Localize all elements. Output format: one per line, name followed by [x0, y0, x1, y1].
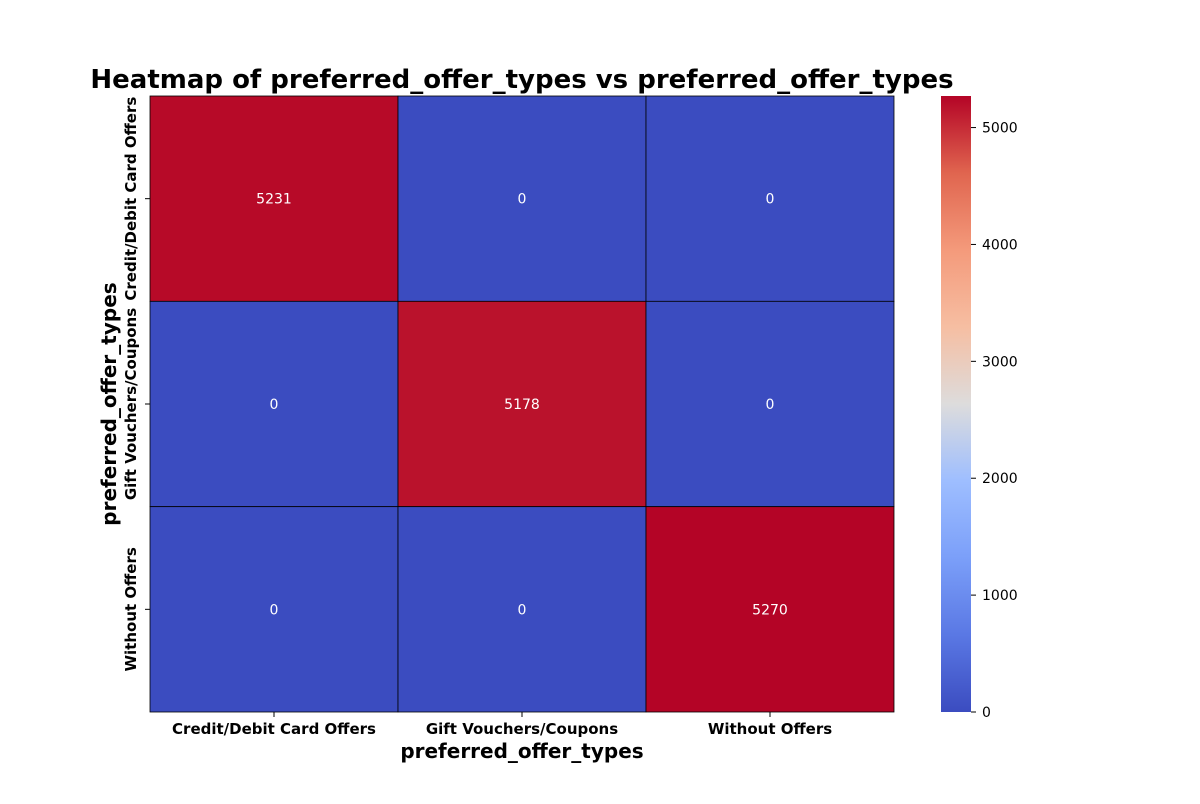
x-tick-label: Gift Vouchers/Coupons	[426, 720, 618, 738]
cell-value-label: 0	[270, 602, 279, 618]
x-tick-label: Credit/Debit Card Offers	[172, 720, 376, 738]
y-axis-ticks: Credit/Debit Card Offers Gift Vouchers/Co…	[122, 97, 150, 671]
cell-value-label: 0	[270, 397, 279, 413]
cell-value-label: 0	[518, 602, 527, 618]
colorbar-tick-label: 5000	[982, 121, 1018, 137]
colorbar-tick-label: 1000	[982, 588, 1018, 604]
y-tick-label: Gift Vouchers/Coupons	[122, 308, 140, 500]
heatmap-cell	[397, 95, 647, 302]
cell-value-label: 5231	[256, 192, 292, 208]
heatmap-cell	[645, 300, 895, 508]
y-tick-label: Without Offers	[122, 547, 140, 671]
cell-annotations: 5231 0 0 0 5178 0 0 0 5270	[256, 192, 788, 619]
heatmap-cell	[149, 506, 399, 713]
y-axis-label: preferred_offer_types	[97, 282, 121, 525]
colorbar	[941, 96, 971, 712]
heatmap-cell	[645, 95, 895, 302]
cell-value-label: 5270	[752, 602, 788, 618]
y-tick-label: Credit/Debit Card Offers	[122, 97, 140, 301]
cell-value-label: 0	[518, 192, 527, 208]
chart-title: Heatmap of preferred_offer_types vs pref…	[90, 65, 953, 95]
cell-value-label: 0	[766, 192, 775, 208]
colorbar-tick-label: 3000	[982, 354, 1018, 370]
colorbar-tick-label: 4000	[982, 237, 1018, 253]
heatmap-cell	[149, 300, 399, 508]
heatmap-cells	[149, 95, 895, 713]
x-axis-label: preferred_offer_types	[400, 739, 643, 763]
heatmap-cell	[397, 300, 647, 508]
heatmap-cell	[397, 506, 647, 713]
colorbar-tick-label: 2000	[982, 471, 1018, 487]
colorbar-ticks: 0 1000 2000 3000 4000 5000	[971, 121, 1018, 721]
cell-value-label: 5178	[504, 397, 540, 413]
colorbar-tick-label: 0	[982, 705, 991, 721]
heatmap-cell	[149, 95, 399, 302]
x-tick-label: Without Offers	[708, 720, 832, 738]
cell-value-label: 0	[766, 397, 775, 413]
x-axis-ticks: Credit/Debit Card Offers Gift Vouchers/Co…	[172, 712, 832, 738]
